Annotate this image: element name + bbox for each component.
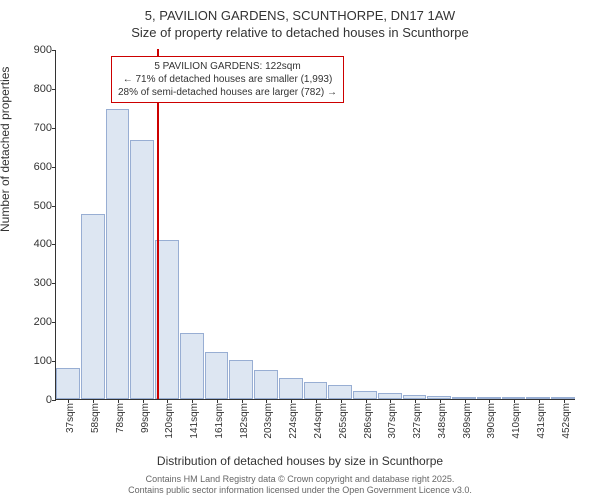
x-tick-label: 78sqm bbox=[115, 403, 126, 433]
y-tick-label: 700 bbox=[22, 122, 52, 134]
y-tick-mark bbox=[52, 128, 56, 129]
histogram-bar bbox=[304, 382, 328, 400]
x-tick-label: 203sqm bbox=[263, 403, 274, 439]
y-tick-label: 200 bbox=[22, 316, 52, 328]
histogram-bar bbox=[106, 109, 130, 399]
footer-line2: Contains public sector information licen… bbox=[0, 485, 600, 496]
histogram-bar bbox=[130, 140, 154, 399]
chart-footer: Contains HM Land Registry data © Crown c… bbox=[0, 474, 600, 496]
annotation-box: 5 PAVILION GARDENS: 122sqm← 71% of detac… bbox=[111, 56, 344, 103]
histogram-bar bbox=[180, 333, 204, 399]
histogram-bar bbox=[205, 352, 229, 399]
y-tick-mark bbox=[52, 361, 56, 362]
histogram-bar bbox=[81, 214, 105, 399]
y-tick-mark bbox=[52, 400, 56, 401]
y-tick-label: 300 bbox=[22, 277, 52, 289]
histogram-bar bbox=[353, 391, 377, 399]
y-axis-label: Number of detached properties bbox=[0, 67, 12, 232]
x-tick-label: 161sqm bbox=[214, 403, 225, 439]
histogram-bar bbox=[279, 378, 303, 399]
x-tick-label: 431sqm bbox=[536, 403, 547, 439]
x-tick-label: 244sqm bbox=[313, 403, 324, 439]
y-tick-mark bbox=[52, 167, 56, 168]
annotation-line: ← 71% of detached houses are smaller (1,… bbox=[118, 73, 337, 86]
x-tick-label: 120sqm bbox=[164, 403, 175, 439]
y-tick-label: 600 bbox=[22, 161, 52, 173]
chart-title-line1: 5, PAVILION GARDENS, SCUNTHORPE, DN17 1A… bbox=[0, 8, 600, 23]
x-tick-label: 307sqm bbox=[387, 403, 398, 439]
chart-container: 5, PAVILION GARDENS, SCUNTHORPE, DN17 1A… bbox=[0, 0, 600, 500]
y-tick-mark bbox=[52, 89, 56, 90]
y-tick-label: 500 bbox=[22, 200, 52, 212]
x-tick-label: 58sqm bbox=[90, 403, 101, 433]
x-tick-label: 141sqm bbox=[189, 403, 200, 439]
y-tick-mark bbox=[52, 244, 56, 245]
x-tick-label: 182sqm bbox=[239, 403, 250, 439]
y-tick-mark bbox=[52, 206, 56, 207]
x-tick-label: 327sqm bbox=[412, 403, 423, 439]
annotation-line: 5 PAVILION GARDENS: 122sqm bbox=[118, 60, 337, 73]
y-tick-label: 400 bbox=[22, 238, 52, 250]
footer-line1: Contains HM Land Registry data © Crown c… bbox=[0, 474, 600, 485]
y-tick-mark bbox=[52, 322, 56, 323]
plot-area: 010020030040050060070080090037sqm58sqm78… bbox=[55, 50, 575, 400]
x-tick-label: 286sqm bbox=[363, 403, 374, 439]
y-tick-label: 800 bbox=[22, 83, 52, 95]
annotation-line: 28% of semi-detached houses are larger (… bbox=[118, 86, 337, 99]
x-tick-label: 265sqm bbox=[338, 403, 349, 439]
histogram-bar bbox=[229, 360, 253, 399]
histogram-bar bbox=[328, 385, 352, 399]
x-axis-label: Distribution of detached houses by size … bbox=[0, 454, 600, 468]
x-tick-label: 224sqm bbox=[288, 403, 299, 439]
y-tick-label: 900 bbox=[22, 44, 52, 56]
x-tick-label: 390sqm bbox=[486, 403, 497, 439]
x-tick-label: 410sqm bbox=[511, 403, 522, 439]
y-tick-mark bbox=[52, 50, 56, 51]
histogram-bar bbox=[254, 370, 278, 399]
y-tick-label: 100 bbox=[22, 355, 52, 367]
chart-title-line2: Size of property relative to detached ho… bbox=[0, 25, 600, 40]
y-tick-mark bbox=[52, 283, 56, 284]
x-tick-label: 99sqm bbox=[140, 403, 151, 433]
histogram-bar bbox=[56, 368, 80, 399]
x-tick-label: 37sqm bbox=[65, 403, 76, 433]
x-tick-label: 348sqm bbox=[437, 403, 448, 439]
x-tick-label: 369sqm bbox=[462, 403, 473, 439]
x-tick-label: 452sqm bbox=[561, 403, 572, 439]
y-tick-label: 0 bbox=[22, 394, 52, 406]
